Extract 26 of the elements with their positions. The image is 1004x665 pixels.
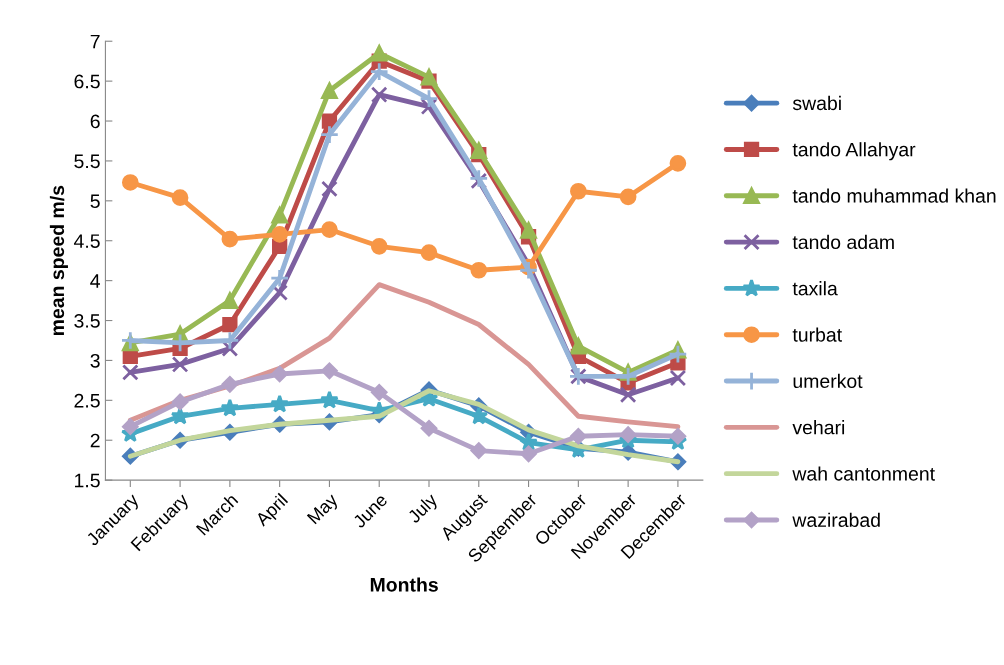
y-tick-label: 3.5: [74, 314, 100, 328]
y-tick-label: 2.5: [74, 393, 100, 408]
y-tick-label: 6: [90, 114, 100, 129]
y-axis-title: mean speed m/s: [49, 185, 68, 336]
legend-label: wah cantonment: [792, 466, 935, 481]
x-axis-title: Months: [370, 577, 438, 592]
legend-label: umerkot: [793, 373, 863, 389]
y-tick-label: 2: [90, 433, 100, 448]
y-tick-label: 4.5: [73, 234, 100, 248]
legend-label: vehari: [792, 420, 845, 435]
legend-label: tando adam: [792, 234, 894, 250]
legend-label: wazirabad: [792, 512, 880, 528]
y-tick-label: 3: [90, 353, 100, 368]
y-tick-label: 7: [90, 34, 100, 49]
y-tick-label: 6.5: [74, 74, 100, 89]
legend-label: swabi: [792, 95, 841, 111]
x-tick-label: May: [306, 492, 342, 527]
y-tick-label: 1.5: [75, 473, 100, 488]
y-tick-label: 4: [90, 274, 100, 288]
legend-label: tando muhammad khan: [792, 188, 996, 203]
x-tick-label: July: [406, 491, 441, 527]
legend-label: taxila: [792, 281, 838, 296]
y-tick-label: 5.5: [74, 154, 100, 169]
legend-label: turbat: [792, 327, 842, 342]
legend-label: tando Allahyar: [792, 142, 916, 161]
y-tick-label: 5: [90, 194, 100, 209]
